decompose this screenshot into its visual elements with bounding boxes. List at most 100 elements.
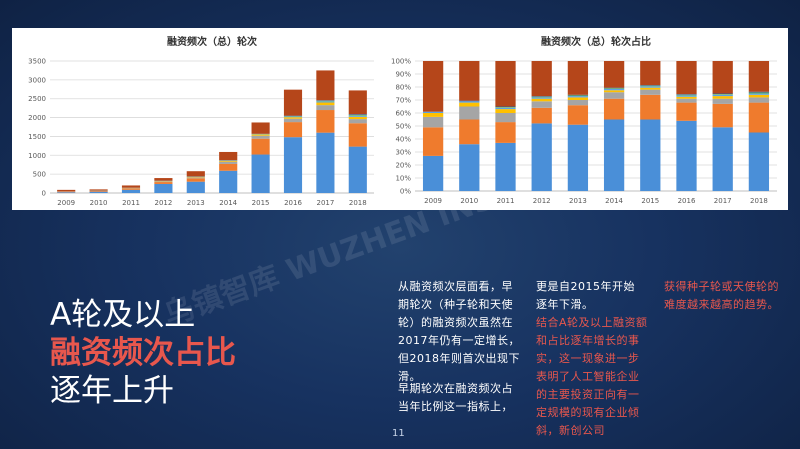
bar-segment-C-2018 bbox=[748, 94, 770, 98]
x-tick-label: 2014 bbox=[219, 199, 237, 207]
x-tick-label: 2013 bbox=[187, 199, 205, 207]
x-tick-label: 2016 bbox=[678, 197, 696, 205]
y-tick-label: 10% bbox=[395, 175, 411, 183]
bar-segment-B-2012 bbox=[154, 181, 173, 183]
bar-segment-C-2014 bbox=[219, 160, 238, 162]
paragraph-col1: 从融资频次层面看，早期轮次（种子轮和天使轮）的融资频次虽然在2017年仍有一定增… bbox=[398, 280, 520, 383]
paragraph-col2-highlight: 结合A轮及以上融资额和占比逐年增长的事实，这一现象进一步表明了人工智能企业的主要… bbox=[536, 316, 648, 437]
bar-segment-others-2013 bbox=[567, 61, 589, 95]
x-tick-label: 2015 bbox=[641, 197, 659, 205]
bar-segment-E-2011 bbox=[495, 107, 516, 108]
bar-segment-E--2013 bbox=[567, 94, 589, 96]
bar-segment-others-2010 bbox=[459, 61, 480, 101]
bar-segment-B-2017 bbox=[712, 98, 733, 104]
bar-segment-E--2018 bbox=[348, 114, 367, 115]
y-tick-label: 2000 bbox=[28, 114, 46, 122]
y-tick-label: 0% bbox=[400, 188, 411, 196]
bar-segment-seed-angel-2018 bbox=[348, 146, 367, 193]
chart-title: 融资频次（总）轮次占比 bbox=[541, 35, 651, 48]
bar-segment-E-2017 bbox=[712, 94, 733, 95]
bar-segment-others-2017 bbox=[316, 70, 335, 101]
chart-panel-share: 融资频次（总）轮次占比 0% 10% 20% 30% 40% 50% 60% 70% 80% 90%… bbox=[385, 28, 788, 220]
bar-segment-D-2015 bbox=[640, 86, 661, 88]
bar-segment-others-2009 bbox=[422, 61, 444, 112]
bar-segment-E-2012 bbox=[531, 96, 552, 98]
x-tick-label: 2012 bbox=[154, 199, 172, 207]
bar-segment-C-2013 bbox=[567, 97, 589, 100]
paragraph-col3-highlight: 获得种子轮或天使轮的难度越来越高的趋势。 bbox=[664, 280, 779, 311]
x-tick-label: 2018 bbox=[349, 199, 367, 207]
bar-segment-D-2017 bbox=[316, 101, 335, 103]
bar-segment-seed-angel-2015 bbox=[251, 154, 270, 193]
bar-segment-C-2012 bbox=[531, 98, 552, 102]
x-tick-label: 2014 bbox=[605, 197, 623, 205]
bar-segment-A-2014 bbox=[219, 163, 238, 171]
bar-segment-seed-angel-2017 bbox=[316, 132, 335, 193]
bar-segment-D-2014 bbox=[603, 88, 625, 91]
bar-segment-seed-angel-2013 bbox=[186, 181, 205, 193]
bar-segment-A-2018 bbox=[348, 123, 367, 147]
y-tick-label: 80% bbox=[395, 84, 411, 92]
bar-segment-seed-angel-2013 bbox=[567, 124, 589, 191]
y-tick-label: 3000 bbox=[28, 76, 46, 84]
bar-segment-others-2015 bbox=[640, 61, 661, 86]
bar-segment-C-2017 bbox=[316, 102, 335, 106]
bar-segment-D-2010 bbox=[459, 101, 480, 103]
bar-segment-B-2016 bbox=[676, 98, 697, 103]
bar-segment-B-2012 bbox=[531, 101, 552, 108]
bar-segment-E--2015 bbox=[640, 85, 661, 86]
bar-segment-others-2018 bbox=[348, 90, 367, 115]
bar-segment-B-2016 bbox=[283, 118, 303, 123]
y-tick-label: 3500 bbox=[28, 58, 46, 66]
bar-segment-C-2011 bbox=[495, 109, 516, 113]
x-tick-label: 2009 bbox=[57, 199, 75, 207]
bar-segment-seed-angel-2016 bbox=[283, 137, 303, 193]
bar-segment-A-2011 bbox=[495, 122, 516, 143]
headline-line-3: 逐年上升 bbox=[50, 373, 174, 409]
bar-segment-A-2017 bbox=[712, 103, 733, 128]
bar-segment-C-2015 bbox=[640, 87, 661, 90]
bar-segment-E--2017 bbox=[712, 93, 733, 95]
bar-segment-A-2018 bbox=[748, 102, 770, 133]
y-tick-label: 100% bbox=[391, 58, 411, 66]
bar-segment-others-2013 bbox=[186, 171, 205, 177]
bar-segment-E-2013 bbox=[567, 95, 589, 97]
bar-segment-D-2016 bbox=[283, 116, 303, 118]
x-tick-label: 2016 bbox=[284, 199, 302, 207]
bar-segment-C-2018 bbox=[348, 116, 367, 120]
bar-segment-others-2016 bbox=[676, 61, 697, 95]
bar-segment-C-2017 bbox=[712, 96, 733, 99]
page-number: 11 bbox=[392, 428, 405, 439]
bar-segment-E--2014 bbox=[603, 87, 625, 89]
bar-segment-others-2012 bbox=[531, 61, 552, 97]
bar-segment-B-2011 bbox=[495, 113, 516, 123]
bar-segment-A-2013 bbox=[567, 105, 589, 125]
bar-segment-B-2018 bbox=[348, 119, 367, 124]
bar-segment-C-2010 bbox=[459, 102, 480, 107]
x-tick-label: 2009 bbox=[424, 197, 442, 205]
bar-segment-A-2016 bbox=[283, 122, 303, 138]
bar-segment-A-2012 bbox=[154, 182, 173, 184]
bar-segment-B-2010 bbox=[459, 106, 480, 120]
bar-segment-E-2017 bbox=[316, 100, 335, 102]
bar-segment-seed-angel-2009 bbox=[422, 155, 444, 191]
bar-segment-A-2013 bbox=[186, 178, 205, 182]
bar-segment-E--2012 bbox=[531, 96, 552, 97]
x-tick-label: 2011 bbox=[497, 197, 515, 205]
x-tick-label: 2010 bbox=[90, 199, 108, 207]
bar-segment-seed-angel-2012 bbox=[154, 183, 173, 193]
bar-segment-C-2016 bbox=[283, 117, 303, 119]
y-tick-label: 70% bbox=[395, 97, 411, 105]
x-tick-label: 2015 bbox=[252, 199, 270, 207]
bar-segment-A-2011 bbox=[121, 188, 141, 190]
x-tick-label: 2010 bbox=[460, 197, 478, 205]
bar-segment-others-2011 bbox=[495, 61, 516, 107]
bar-segment-B-2017 bbox=[316, 105, 335, 111]
y-tick-label: 30% bbox=[395, 149, 411, 157]
y-tick-label: 90% bbox=[395, 71, 411, 79]
bar-segment-C-2009 bbox=[422, 113, 444, 117]
bar-segment-others-2018 bbox=[748, 61, 770, 92]
bar-segment-D-2012 bbox=[531, 97, 552, 99]
chart-total-frequency: 融资频次（总）轮次 0 500 1000 1500 2000 2500 3000 3500 200… bbox=[28, 35, 374, 223]
bar-segment-seed-angel-2011 bbox=[495, 142, 516, 191]
